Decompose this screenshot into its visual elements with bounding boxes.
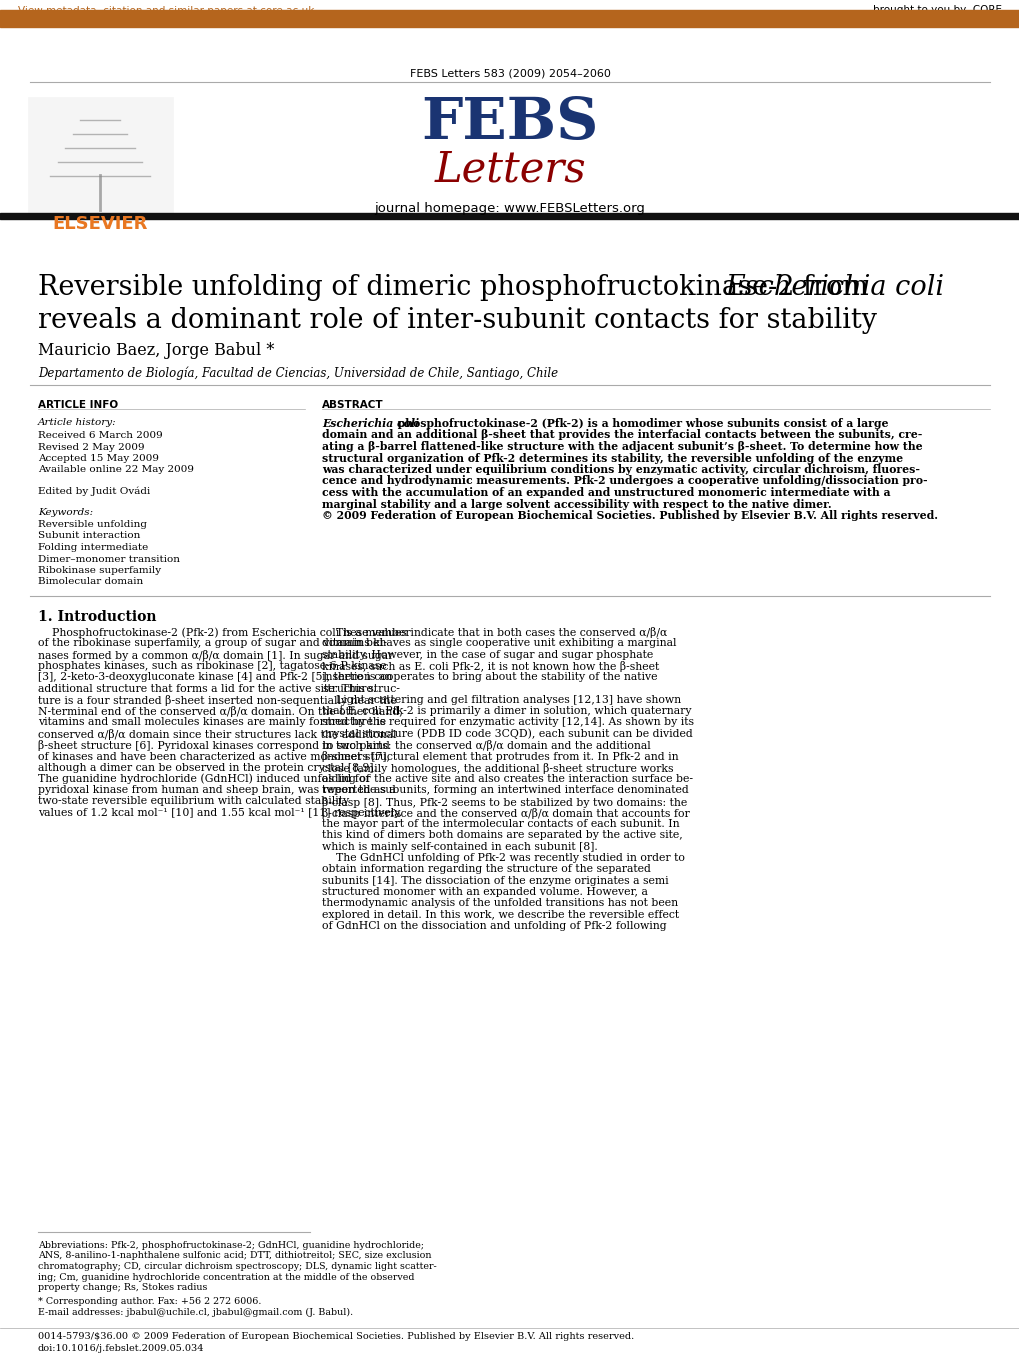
Text: Article history:: Article history: [38, 419, 116, 427]
Text: Escherichia coli: Escherichia coli [725, 275, 943, 300]
Text: N-terminal end of the conserved α/β/α domain. On the other hand,: N-terminal end of the conserved α/β/α do… [38, 707, 403, 718]
Text: cence and hydrodynamic measurements. Pfk-2 undergoes a cooperative unfolding/dis: cence and hydrodynamic measurements. Pfk… [322, 476, 926, 487]
Text: Abbreviations: Pfk-2, phosphofructokinase-2; GdnHCl, guanidine hydrochloride;: Abbreviations: Pfk-2, phosphofructokinas… [38, 1241, 424, 1250]
Text: ANS, 8-anilino-1-naphthalene sulfonic acid; DTT, dithiotreitol; SEC, size exclus: ANS, 8-anilino-1-naphthalene sulfonic ac… [38, 1252, 431, 1261]
Text: ing; Cm, guanidine hydrochloride concentration at the middle of the observed: ing; Cm, guanidine hydrochloride concent… [38, 1272, 414, 1282]
Text: Edited by Judit Ovádi: Edited by Judit Ovádi [38, 487, 150, 496]
Text: vitamins and small molecules kinases are mainly formed by the: vitamins and small molecules kinases are… [38, 718, 386, 727]
Text: of GdnHCl on the dissociation and unfolding of Pfk-2 following: of GdnHCl on the dissociation and unfold… [322, 921, 666, 931]
Text: Revised 2 May 2009: Revised 2 May 2009 [38, 443, 145, 451]
Text: Available online 22 May 2009: Available online 22 May 2009 [38, 466, 194, 474]
Text: obtain information regarding the structure of the separated: obtain information regarding the structu… [322, 864, 650, 874]
Text: property change; Rs, Stokes radius: property change; Rs, Stokes radius [38, 1283, 207, 1292]
Text: structural organization of Pfk-2 determines its stability, the reversible unfold: structural organization of Pfk-2 determi… [322, 453, 902, 463]
Text: domain behaves as single cooperative unit exhibiting a marginal: domain behaves as single cooperative uni… [322, 639, 676, 648]
Text: phosphates kinases, such as ribokinase [2], tagatose-6-P kinase: phosphates kinases, such as ribokinase [… [38, 660, 386, 671]
Text: two-state reversible equilibrium with calculated stability: two-state reversible equilibrium with ca… [38, 796, 348, 806]
Text: explored in detail. In this work, we describe the reversible effect: explored in detail. In this work, we des… [322, 909, 679, 920]
Text: crystal structure (PDB ID code 3CQD), each subunit can be divided: crystal structure (PDB ID code 3CQD), ea… [322, 728, 692, 739]
Text: doi:10.1016/j.febslet.2009.05.034: doi:10.1016/j.febslet.2009.05.034 [38, 1344, 204, 1354]
Text: Ribokinase superfamily: Ribokinase superfamily [38, 565, 161, 575]
Bar [0, 10, 1019, 27]
Text: 0014-5793/$36.00 © 2009 Federation of European Biochemical Societies. Published : 0014-5793/$36.00 © 2009 Federation of Eu… [38, 1332, 634, 1341]
Text: Departamento de Biología, Facultad de Ciencias, Universidad de Chile, Santiago, : Departamento de Biología, Facultad de Ci… [38, 366, 557, 379]
Text: β-clasp interface and the conserved α/β/α domain that accounts for: β-clasp interface and the conserved α/β/… [322, 807, 689, 819]
Text: structure.: structure. [322, 684, 376, 693]
Text: conserved α/β/α domain since their structures lack the additional: conserved α/β/α domain since their struc… [38, 728, 396, 739]
Text: β-clasp [8]. Thus, Pfk-2 seems to be stabilized by two domains: the: β-clasp [8]. Thus, Pfk-2 seems to be sta… [322, 796, 687, 807]
Text: Folding intermediate: Folding intermediate [38, 544, 148, 552]
Text: E-mail addresses: jbabul@uchile.cl, jbabul@gmail.com (J. Babul).: E-mail addresses: jbabul@uchile.cl, jbab… [38, 1307, 353, 1317]
Text: thermodynamic analysis of the unfolded transitions has not been: thermodynamic analysis of the unfolded t… [322, 898, 678, 908]
Text: Light scattering and gel filtration analyses [12,13] have shown: Light scattering and gel filtration anal… [322, 694, 681, 705]
Text: Escherichia coli: Escherichia coli [322, 419, 419, 429]
Text: Accepted 15 May 2009: Accepted 15 May 2009 [38, 454, 159, 463]
Text: values of 1.2 kcal mol⁻¹ [10] and 1.55 kcal mol⁻¹ [11] respectively.: values of 1.2 kcal mol⁻¹ [10] and 1.55 k… [38, 807, 401, 818]
Text: although a dimer can be observed in the protein crystal [8,9].: although a dimer can be observed in the … [38, 762, 376, 773]
Text: phosphofructokinase-2 (Pfk-2) is a homodimer whose subunits consist of a large: phosphofructokinase-2 (Pfk-2) is a homod… [393, 419, 888, 429]
Text: Dimer–monomer transition: Dimer–monomer transition [38, 554, 179, 564]
Text: brought to you by  CORE: brought to you by CORE [872, 5, 1001, 15]
Text: this kind of dimers both domains are separated by the active site,: this kind of dimers both domains are sep… [322, 830, 682, 840]
Text: that E. coli Pfk-2 is primarily a dimer in solution, which quaternary: that E. coli Pfk-2 is primarily a dimer … [322, 707, 691, 716]
Text: was characterized under equilibrium conditions by enzymatic activity, circular d: was characterized under equilibrium cond… [322, 463, 919, 476]
Text: of kinases and have been characterized as active monomers [7],: of kinases and have been characterized a… [38, 752, 389, 761]
Text: Reversible unfolding: Reversible unfolding [38, 520, 147, 529]
Text: FEBS Letters 583 (2009) 2054–2060: FEBS Letters 583 (2009) 2054–2060 [410, 68, 609, 77]
Text: * Corresponding author. Fax: +56 2 272 6006.: * Corresponding author. Fax: +56 2 272 6… [38, 1296, 261, 1306]
Text: The guanidine hydrochloride (GdnHCl) induced unfolding of: The guanidine hydrochloride (GdnHCl) ind… [38, 773, 370, 784]
Text: © 2009 Federation of European Biochemical Societies. Published by Elsevier B.V. : © 2009 Federation of European Biochemica… [322, 510, 937, 520]
Text: provided by Elsevier - Publisher Connector: provided by Elsevier - Publisher Connect… [799, 14, 1007, 23]
Text: close family homologues, the additional β-sheet structure works: close family homologues, the additional … [322, 762, 673, 773]
Text: Phosphofructokinase-2 (Pfk-2) from Escherichia coli is a member: Phosphofructokinase-2 (Pfk-2) from Esche… [38, 626, 411, 637]
Text: cess with the accumulation of an expanded and unstructured monomeric intermediat: cess with the accumulation of an expande… [322, 487, 890, 497]
Text: View metadata, citation and similar papers at core.ac.uk: View metadata, citation and similar pape… [18, 5, 314, 16]
Text: journal homepage: www.FEBSLetters.org: journal homepage: www.FEBSLetters.org [374, 202, 645, 215]
Text: in two parts: the conserved α/β/α domain and the additional: in two parts: the conserved α/β/α domain… [322, 741, 650, 752]
Text: Mauricio Baez, Jorge Babul *: Mauricio Baez, Jorge Babul * [38, 342, 274, 359]
Text: β-sheet structure [6]. Pyridoxal kinases correspond to such kind: β-sheet structure [6]. Pyridoxal kinases… [38, 741, 389, 752]
Text: kinases, such as E. coli Pfk-2, it is not known how the β-sheet: kinases, such as E. coli Pfk-2, it is no… [322, 660, 658, 671]
Text: additional structure that forms a lid for the active site. This struc-: additional structure that forms a lid fo… [38, 684, 399, 693]
Text: The GdnHCl unfolding of Pfk-2 was recently studied in order to: The GdnHCl unfolding of Pfk-2 was recent… [322, 853, 684, 863]
Text: β-sheet structural element that protrudes from it. In Pfk-2 and in: β-sheet structural element that protrude… [322, 752, 678, 762]
Text: [3], 2-keto-3-deoxygluconate kinase [4] and Pfk-2 [5], there is an: [3], 2-keto-3-deoxygluconate kinase [4] … [38, 673, 392, 682]
Text: of the ribokinase superfamily, a group of sugar and vitamins ki-: of the ribokinase superfamily, a group o… [38, 639, 386, 648]
Text: ating a β-barrel flattened-like structure with the adjacent subunit’s β-sheet. T: ating a β-barrel flattened-like structur… [322, 442, 922, 453]
Text: Subunit interaction: Subunit interaction [38, 531, 141, 541]
Text: ABSTRACT: ABSTRACT [322, 400, 383, 410]
Text: Received 6 March 2009: Received 6 March 2009 [38, 431, 163, 440]
Text: subunits [14]. The dissociation of the enzyme originates a semi: subunits [14]. The dissociation of the e… [322, 875, 668, 886]
Text: Bimolecular domain: Bimolecular domain [38, 578, 143, 587]
Text: tween the subunits, forming an intertwined interface denominated: tween the subunits, forming an intertwin… [322, 786, 688, 795]
Text: Keywords:: Keywords: [38, 508, 93, 516]
Text: 1. Introduction: 1. Introduction [38, 610, 156, 624]
Text: structured monomer with an expanded volume. However, a: structured monomer with an expanded volu… [322, 887, 647, 897]
Text: pyridoxal kinase from human and sheep brain, was reported as a: pyridoxal kinase from human and sheep br… [38, 786, 395, 795]
Text: nases formed by a common α/β/α domain [1]. In sugar and sugar: nases formed by a common α/β/α domain [1… [38, 650, 393, 660]
Text: ture is a four stranded β-sheet inserted non-sequentially near the: ture is a four stranded β-sheet inserted… [38, 694, 396, 705]
Bar [0, 213, 1019, 219]
Text: FEBS: FEBS [421, 95, 598, 151]
Bar [28, 96, 173, 212]
Text: These values indicate that in both cases the conserved α/β/α: These values indicate that in both cases… [322, 626, 666, 637]
Text: insertion cooperates to bring about the stability of the native: insertion cooperates to bring about the … [322, 673, 657, 682]
Text: ELSEVIER: ELSEVIER [52, 215, 148, 232]
Text: structure is required for enzymatic activity [12,14]. As shown by its: structure is required for enzymatic acti… [322, 718, 693, 727]
Text: Letters: Letters [434, 148, 585, 190]
Text: marginal stability and a large solvent accessibility with respect to the native : marginal stability and a large solvent a… [322, 499, 830, 510]
Text: reveals a dominant role of inter-subunit contacts for stability: reveals a dominant role of inter-subunit… [38, 307, 876, 334]
Text: which is mainly self-contained in each subunit [8].: which is mainly self-contained in each s… [322, 841, 597, 852]
Text: Reversible unfolding of dimeric phosphofructokinase-2 from: Reversible unfolding of dimeric phosphof… [38, 275, 876, 300]
Text: stability. However, in the case of sugar and sugar phosphate: stability. However, in the case of sugar… [322, 650, 652, 659]
Text: chromatography; CD, circular dichroism spectroscopy; DLS, dynamic light scatter-: chromatography; CD, circular dichroism s… [38, 1263, 436, 1271]
Text: domain and an additional β-sheet that provides the interfacial contacts between : domain and an additional β-sheet that pr… [322, 429, 921, 440]
Text: ARTICLE INFO: ARTICLE INFO [38, 400, 118, 410]
Text: as lid for the active site and also creates the interaction surface be-: as lid for the active site and also crea… [322, 773, 692, 784]
Text: the mayor part of the intermolecular contacts of each subunit. In: the mayor part of the intermolecular con… [322, 819, 679, 829]
